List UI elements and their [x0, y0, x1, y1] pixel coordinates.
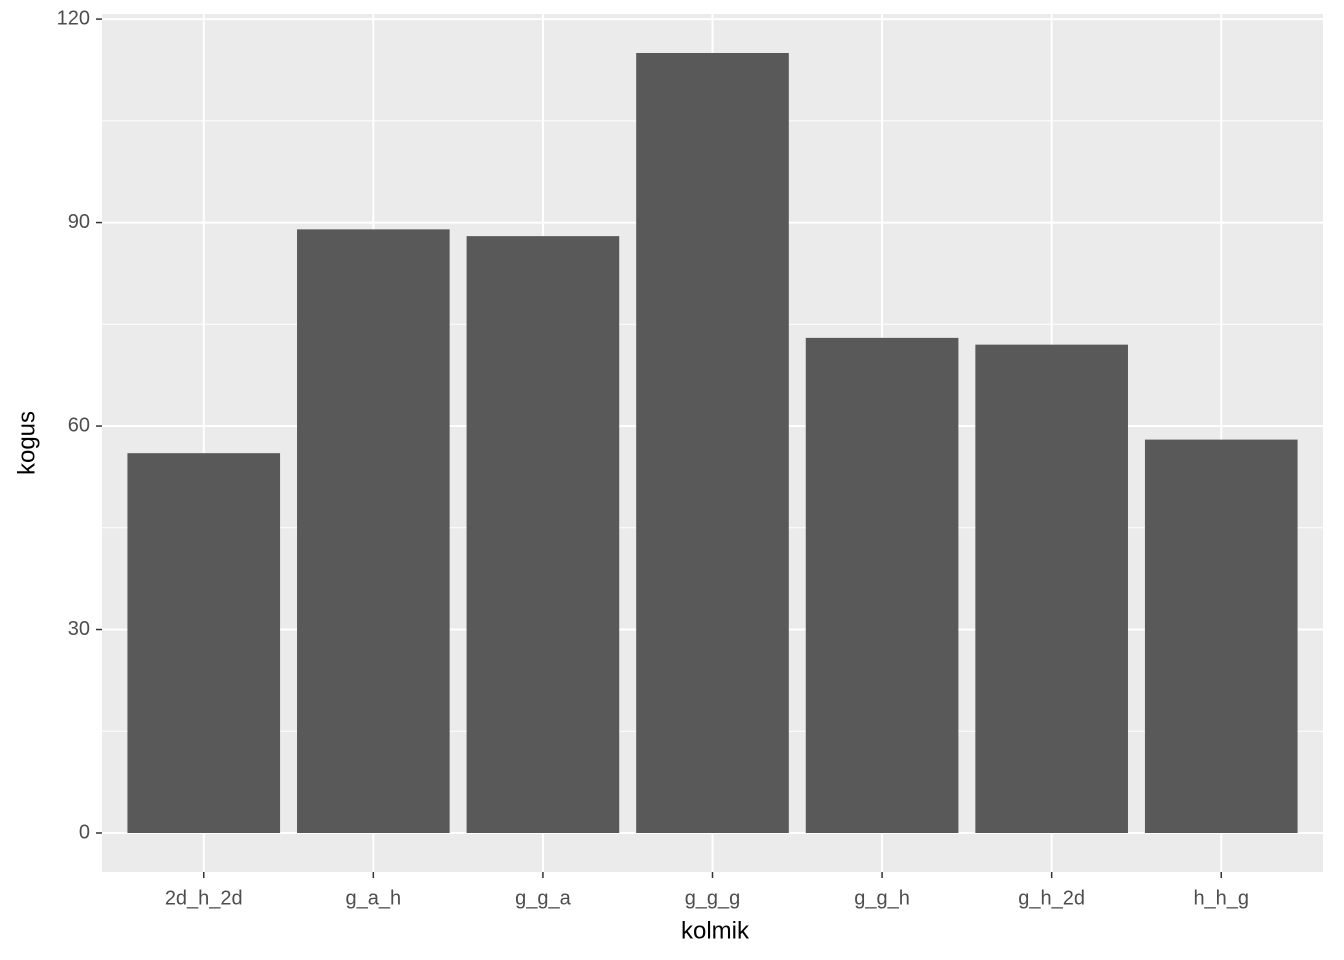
y-tick-label: 0 [79, 821, 90, 843]
bar [1144, 439, 1298, 833]
y-axis-title: kogus [13, 411, 40, 475]
x-tick-label: g_g_h [854, 887, 910, 909]
x-tick-label: g_g_g [685, 887, 741, 909]
x-tick-label: 2d_h_2d [165, 887, 243, 909]
bar [636, 53, 789, 833]
x-tick-label: h_h_g [1193, 887, 1249, 909]
x-tick-label: g_g_a [515, 887, 571, 909]
bars [127, 53, 1298, 833]
bar [805, 337, 959, 833]
bar [466, 236, 620, 833]
bar [127, 453, 281, 833]
y-tick-label: 120 [57, 7, 90, 29]
y-tick-label: 90 [68, 211, 90, 233]
y-tick-label: 60 [68, 414, 90, 436]
y-tick-label: 30 [68, 618, 90, 640]
bar [975, 344, 1128, 833]
x-axis-title: kolmik [681, 917, 750, 944]
bar [297, 229, 450, 833]
x-tick-label: g_a_h [346, 887, 402, 909]
x-tick-label: g_h_2d [1018, 887, 1085, 909]
